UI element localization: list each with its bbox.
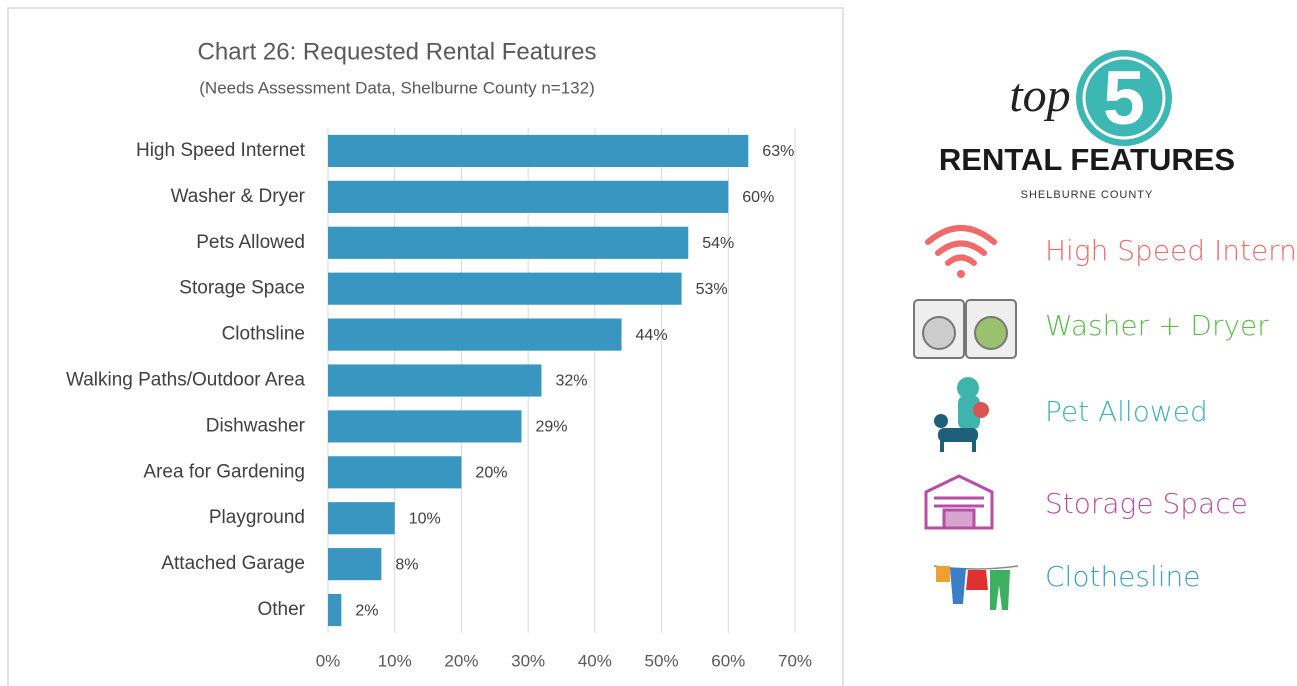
- chart-frame: [7, 7, 844, 686]
- category-label: Area for Gardening: [143, 461, 305, 482]
- washer-icon: [913, 299, 1017, 359]
- feature-label: High Speed Internet: [1045, 234, 1297, 267]
- bar: [328, 502, 395, 535]
- number-ring: [1082, 56, 1166, 140]
- value-label: 54%: [702, 235, 734, 252]
- value-label: 2%: [355, 602, 378, 619]
- value-label: 53%: [696, 281, 728, 298]
- bar: [328, 318, 622, 351]
- bar: [328, 272, 682, 305]
- feature-label: Washer + Dryer: [1045, 309, 1269, 342]
- plot: 0% 10% 20% 30% 40% 50% 60% 70% 63% High Speed Int…: [66, 128, 812, 670]
- category-label: Clothsline: [222, 324, 305, 345]
- bar: [328, 410, 522, 443]
- value-label: 32%: [555, 373, 587, 390]
- bar: [328, 593, 342, 627]
- value-label: 60%: [742, 189, 774, 206]
- clothesline-icon: [933, 565, 1019, 610]
- value-label: 63%: [762, 143, 794, 160]
- value-label: 20%: [475, 465, 507, 482]
- category-label: High Speed Internet: [136, 140, 306, 161]
- value-label: 29%: [535, 419, 567, 436]
- x-tick-label: 20%: [444, 651, 478, 670]
- bar: [328, 456, 462, 489]
- value-label: 8%: [395, 556, 418, 573]
- wifi-icon: [925, 225, 997, 278]
- value-label: 44%: [636, 327, 668, 344]
- chart-title: Chart 26: Requested Rental Features: [198, 38, 597, 65]
- category-label: Dishwasher: [206, 415, 306, 436]
- x-tick-label: 70%: [778, 651, 812, 670]
- bar: [328, 364, 542, 397]
- number: 5: [1103, 56, 1145, 141]
- category-label: Attached Garage: [161, 553, 305, 574]
- feature-label: Clothesline: [1045, 560, 1201, 593]
- region: SHELBURNE COUNTY: [1021, 189, 1154, 201]
- feature-list: High Speed Internet Washer + Dryer Pet All…: [1045, 234, 1297, 593]
- x-tick-label: 60%: [711, 651, 745, 670]
- heading: RENTAL FEATURES: [939, 142, 1235, 177]
- bar: [328, 134, 749, 168]
- bar: [328, 180, 729, 213]
- feature-label: Pet Allowed: [1045, 395, 1208, 428]
- category-label: Other: [257, 599, 305, 620]
- category-label: Playground: [209, 507, 305, 528]
- category-label: Walking Paths/Outdoor Area: [66, 370, 305, 391]
- category-label: Pets Allowed: [196, 232, 305, 253]
- number-badge: [1076, 50, 1172, 146]
- value-label: 10%: [409, 510, 441, 527]
- x-tick-label: 50%: [645, 651, 679, 670]
- category-label: Storage Space: [179, 278, 305, 299]
- x-tick-label: 30%: [511, 651, 545, 670]
- bar: [328, 226, 689, 259]
- x-tick-label: 10%: [378, 651, 412, 670]
- top-word: top: [1009, 69, 1070, 122]
- pet-icon: [934, 377, 989, 452]
- storage-icon: [924, 474, 994, 530]
- x-tick-label: 40%: [578, 651, 612, 670]
- chart-subtitle: (Needs Assessment Data, Shelburne County…: [199, 78, 594, 97]
- feature-label: Storage Space: [1045, 487, 1248, 520]
- category-label: Washer & Dryer: [171, 186, 306, 207]
- x-tick-label: 0%: [316, 651, 341, 670]
- bar: [328, 548, 382, 581]
